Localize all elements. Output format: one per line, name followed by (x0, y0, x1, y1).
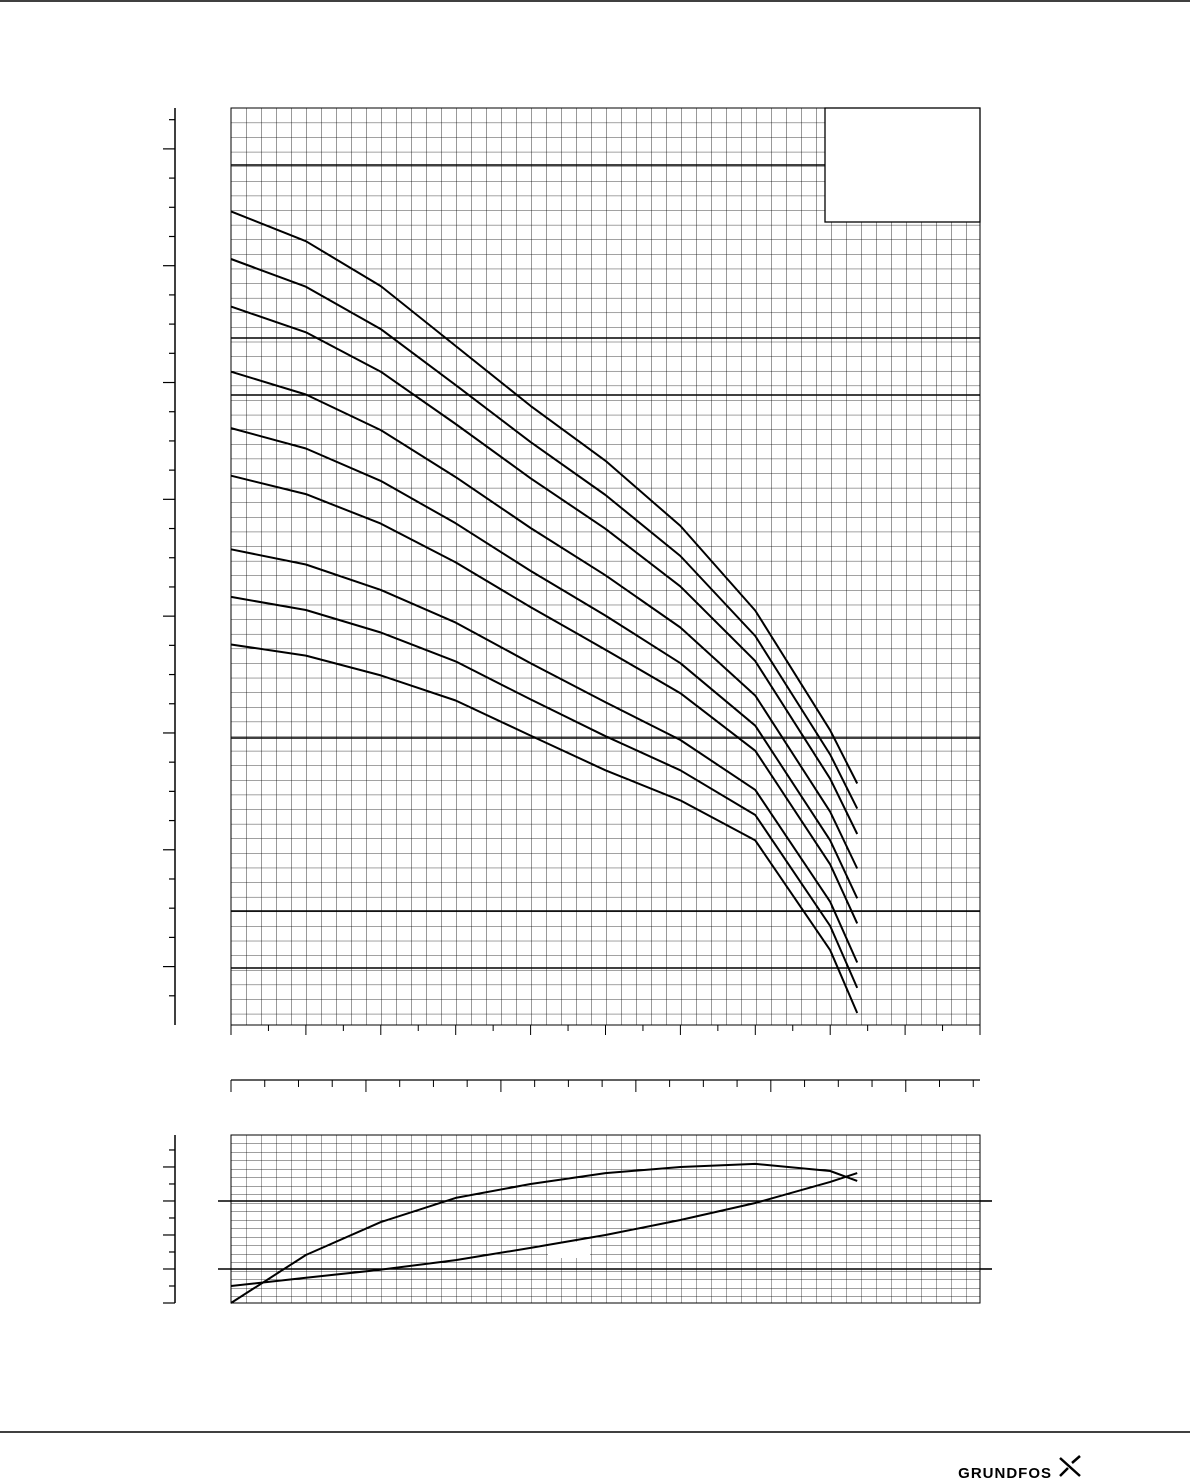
heavy-lines (231, 164, 980, 969)
logo: GRUNDFOS (958, 1465, 1052, 1480)
legend-box (824, 107, 981, 223)
curve (230, 427, 859, 899)
logo-mark (1059, 1455, 1081, 1477)
curve (230, 548, 859, 963)
curve (230, 474, 859, 924)
heavy-lines-lower (218, 1200, 992, 1270)
curve (230, 643, 859, 1014)
plot-grid (230, 107, 981, 1026)
plot-grid-lower (230, 1134, 981, 1304)
curve (230, 1172, 858, 1287)
label-mask (548, 1242, 590, 1258)
curve (230, 1162, 858, 1304)
curve (230, 595, 859, 989)
curve (230, 258, 859, 810)
curve (230, 210, 859, 784)
curve (230, 305, 859, 835)
curve (230, 370, 859, 869)
